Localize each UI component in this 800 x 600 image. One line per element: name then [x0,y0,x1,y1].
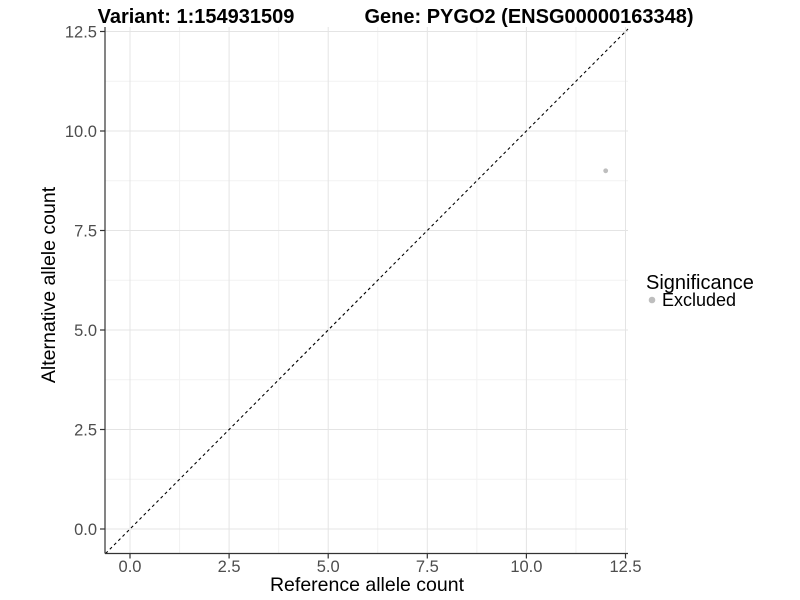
y-tick-label: 2.5 [74,422,97,440]
axis-tick-marks [100,30,627,559]
x-tick-label: 7.5 [416,558,439,576]
x-axis-title: Reference allele count [270,574,465,596]
x-tick-label: 0.0 [119,558,142,576]
y-tick-label: 7.5 [74,223,97,241]
y-tick-label: 5.0 [74,322,97,340]
gene-title: Gene: PYGO2 (ENSG00000163348) [364,6,693,28]
variant-title: Variant: 1:154931509 [98,6,295,28]
x-tick-label: 12.5 [609,558,641,576]
x-tick-label: 5.0 [317,558,340,576]
legend-title: Significance [646,272,754,294]
y-tick-label: 0.0 [74,521,97,539]
point-excluded [603,168,609,174]
y-tick-label: 10.0 [65,123,97,141]
x-tick-labels: 0.0 2.5 5.0 7.5 10.0 12.5 [119,558,642,576]
grid-minor-lines [105,27,628,554]
legend: Significance Excluded [646,272,754,310]
grid-major-lines [105,27,628,554]
data-points [603,168,609,174]
y-tick-labels: 0.0 2.5 5.0 7.5 10.0 12.5 [65,24,97,540]
legend-label-excluded: Excluded [662,290,736,310]
y-tick-label: 12.5 [65,24,97,42]
x-tick-label: 2.5 [218,558,241,576]
axis-lines [104,27,628,555]
x-tick-label: 10.0 [510,558,542,576]
y-axis-title: Alternative allele count [38,186,60,383]
legend-key-excluded-dot [648,296,656,304]
